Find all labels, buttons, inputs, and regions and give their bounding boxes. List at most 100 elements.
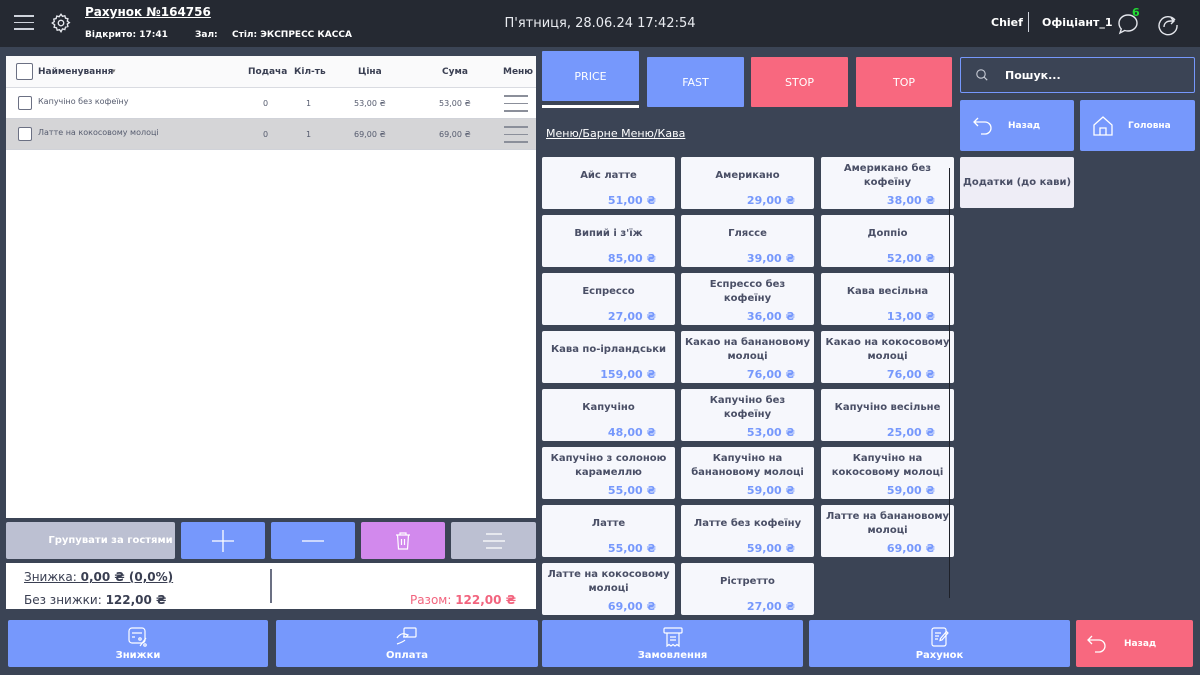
- bill-title[interactable]: Рахунок №164756: [85, 5, 211, 19]
- menu-item-name: Капучіно: [582, 402, 635, 413]
- menu-item[interactable]: Кава весільна 13,00 ₴: [821, 273, 954, 325]
- menu-item[interactable]: Капучіно з солоною карамеллю 55,00 ₴: [542, 447, 675, 499]
- menu-item-name: Кава по-ірландськи: [550, 344, 667, 355]
- menu-item[interactable]: Капучіно на кокосовому молоці 59,00 ₴: [821, 447, 954, 499]
- menu-item-price: 27,00 ₴: [746, 600, 795, 613]
- opened-time: Відкрито: 17:41: [85, 30, 168, 40]
- chat-icon[interactable]: [1116, 12, 1140, 36]
- menu-item[interactable]: Капучіно без кофеїну 53,00 ₴: [681, 389, 814, 441]
- tab-fast[interactable]: FAST: [647, 57, 744, 107]
- discounts-label: Знижки: [115, 650, 161, 661]
- row-serving[interactable]: 0: [263, 99, 269, 108]
- tab-top[interactable]: TOP: [856, 57, 952, 107]
- home-label: Головна: [1128, 120, 1171, 131]
- menu-item-price: 59,00 ₴: [886, 484, 935, 497]
- menu-item-name: Рістретто: [720, 576, 775, 587]
- group-by-guests-label: Групувати за гостями: [48, 535, 173, 546]
- search-box[interactable]: [960, 57, 1195, 93]
- menu-item[interactable]: Американо 29,00 ₴: [681, 157, 814, 209]
- col-price: Ціна: [358, 67, 382, 77]
- delete-item-button[interactable]: [361, 522, 445, 559]
- menu-item-name: Еспрессо без кофеїну: [709, 279, 786, 304]
- menu-item[interactable]: Еспрессо 27,00 ₴: [542, 273, 675, 325]
- menu-item-price: 159,00 ₴: [600, 368, 656, 381]
- row-qty[interactable]: 1: [306, 99, 312, 108]
- col-serving: Подача: [248, 67, 288, 77]
- row-menu-icon[interactable]: [504, 95, 528, 112]
- menu-item[interactable]: Латте на кокосовому молоці 69,00 ₴: [542, 563, 675, 615]
- menu-item-name: Еспрессо: [582, 286, 635, 297]
- search-input[interactable]: [1005, 68, 1185, 82]
- menu-item-name: Латте на кокосовому молоці: [547, 569, 670, 594]
- more-menu-button[interactable]: [451, 522, 536, 559]
- row-price: 53,00 ₴: [354, 99, 386, 108]
- menu-item[interactable]: Кава по-ірландськи 159,00 ₴: [542, 331, 675, 383]
- row-sum: 53,00 ₴: [439, 99, 471, 108]
- tab-stop[interactable]: STOP: [751, 57, 848, 107]
- menu-item-price: 76,00 ₴: [886, 368, 935, 381]
- row-menu-icon[interactable]: [504, 126, 528, 143]
- menu-item[interactable]: Капучіно весільне 25,00 ₴: [821, 389, 954, 441]
- plus-icon: [212, 529, 234, 552]
- menu-item[interactable]: Еспрессо без кофеїну 36,00 ₴: [681, 273, 814, 325]
- menu-item[interactable]: Гляссе 39,00 ₴: [681, 215, 814, 267]
- discounts-button[interactable]: Знижки: [8, 620, 268, 667]
- share-refresh-icon[interactable]: [1156, 12, 1180, 36]
- row-checkbox[interactable]: [18, 127, 32, 141]
- menu-item[interactable]: Латте на банановому молоці 69,00 ₴: [821, 505, 954, 557]
- menu-item-price: 38,00 ₴: [886, 194, 935, 207]
- menu-item-price: 59,00 ₴: [746, 542, 795, 555]
- discount-value: 0,00 ₴ (0,0%): [80, 570, 174, 584]
- search-icon: [976, 69, 988, 81]
- back-button[interactable]: Назад: [960, 100, 1074, 151]
- menu-item-name: Американо без кофеїну: [843, 163, 932, 188]
- orders-button[interactable]: Замовлення: [542, 620, 803, 667]
- group-by-guests-button[interactable]: Групувати за гостями: [6, 522, 175, 559]
- orders-label: Замовлення: [637, 650, 708, 661]
- menu-item[interactable]: Випий і з'їж 85,00 ₴: [542, 215, 675, 267]
- menu-item[interactable]: Какао на кокосовому молоці 76,00 ₴: [821, 331, 954, 383]
- payment-label: Оплата: [385, 650, 429, 661]
- menu-item[interactable]: Какао на банановому молоці 76,00 ₴: [681, 331, 814, 383]
- menu-item[interactable]: Латте без кофеїну 59,00 ₴: [681, 505, 814, 557]
- gear-icon[interactable]: [50, 12, 72, 34]
- menu-item[interactable]: Латте 55,00 ₴: [542, 505, 675, 557]
- menu-item-name: Какао на банановому молоці: [685, 337, 811, 362]
- table-row[interactable]: Латте на кокосовому молоці 0 1 69,00 ₴ 6…: [6, 119, 536, 150]
- tab-price[interactable]: PRICE: [542, 51, 639, 101]
- col-name[interactable]: Найменування: [38, 67, 114, 77]
- messages-badge: 6: [1132, 6, 1140, 19]
- row-serving[interactable]: 0: [263, 130, 269, 139]
- discount-link[interactable]: Знижка: 0,00 ₴ (0,0%): [24, 570, 173, 584]
- row-checkbox[interactable]: [18, 96, 32, 110]
- menu-item-name: Латте: [591, 518, 626, 529]
- bottom-back-button[interactable]: Назад: [1076, 620, 1193, 667]
- decrease-qty-button[interactable]: [271, 522, 355, 559]
- row-sum: 69,00 ₴: [439, 130, 471, 139]
- grid-scrollbar[interactable]: [949, 168, 950, 598]
- menu-item-price: 13,00 ₴: [886, 310, 935, 323]
- breadcrumb[interactable]: Меню/Барне Меню/Кава: [546, 127, 686, 140]
- menu-item-name: Айс латте: [580, 170, 637, 181]
- menu-item[interactable]: Рістретто 27,00 ₴: [681, 563, 814, 615]
- increase-qty-button[interactable]: [181, 522, 265, 559]
- select-all-checkbox[interactable]: [16, 63, 33, 80]
- bill-button[interactable]: Рахунок: [809, 620, 1070, 667]
- col-sum: Сума: [442, 67, 468, 77]
- menu-item[interactable]: Доппіо 52,00 ₴: [821, 215, 954, 267]
- menu-item[interactable]: Капучіно 48,00 ₴: [542, 389, 675, 441]
- menu-item[interactable]: Капучіно на банановому молоці 59,00 ₴: [681, 447, 814, 499]
- sort-icon[interactable]: ▾: [112, 67, 116, 75]
- home-button[interactable]: Головна: [1080, 100, 1195, 151]
- category-addons-button[interactable]: Додатки (до кави): [960, 157, 1074, 208]
- menu-item[interactable]: Американо без кофеїну 38,00 ₴: [821, 157, 954, 209]
- hamburger-menu-icon[interactable]: [14, 15, 34, 31]
- menu-item[interactable]: Айс латте 51,00 ₴: [542, 157, 675, 209]
- table-row[interactable]: Капучіно без кофеїну 0 1 53,00 ₴ 53,00 ₴: [6, 88, 536, 119]
- payment-button[interactable]: Оплата: [276, 620, 538, 667]
- menu-item-price: 59,00 ₴: [746, 484, 795, 497]
- back-arrow-icon: [1087, 635, 1106, 653]
- no-discount-label: Без знижки:: [24, 593, 106, 607]
- menu-item-price: 53,00 ₴: [746, 426, 795, 439]
- row-qty[interactable]: 1: [306, 130, 312, 139]
